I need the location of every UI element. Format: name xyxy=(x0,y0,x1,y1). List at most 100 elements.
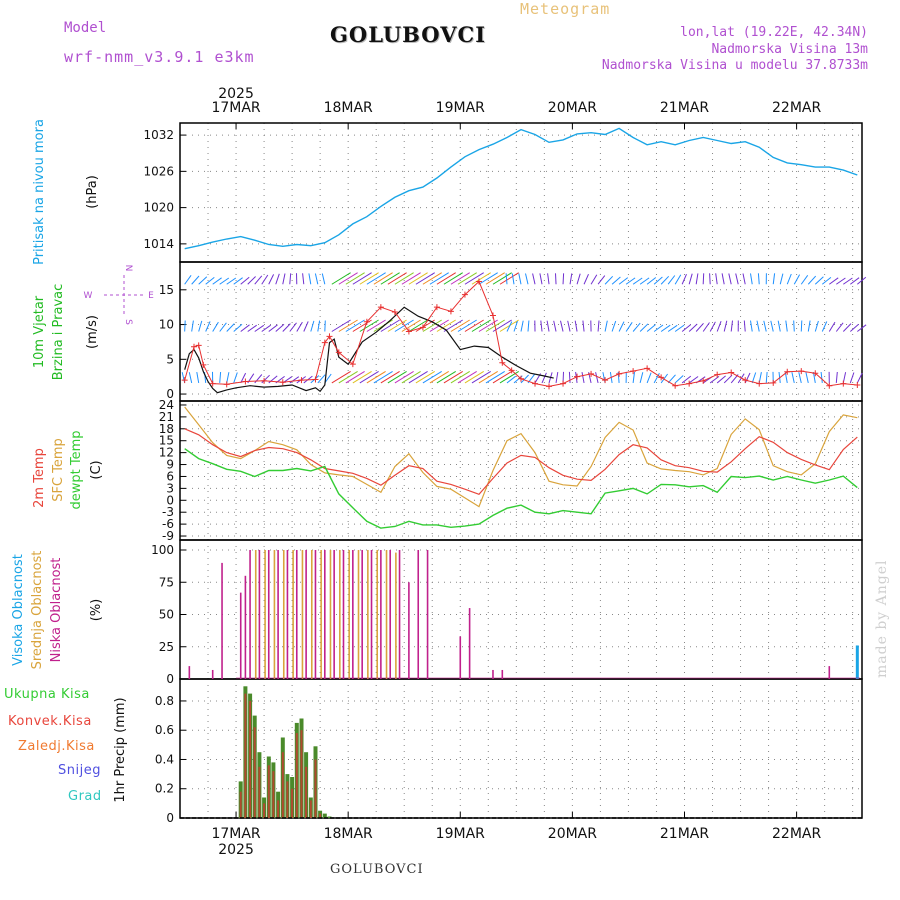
wind-arrow xyxy=(553,320,557,332)
cloud-ylabel: (%) xyxy=(89,599,104,622)
wind-arrow xyxy=(240,372,247,384)
wind-arrows xyxy=(181,272,867,384)
wind-marker xyxy=(195,342,202,349)
wind-arrow xyxy=(303,321,309,332)
wind-arrow xyxy=(422,319,442,332)
wind-arrow xyxy=(338,272,358,285)
temp-ylabel: (C) xyxy=(89,460,104,479)
panel-precip: 0 0.2 0.4 0.6 0.8 xyxy=(155,678,863,825)
wind-arrow xyxy=(191,275,200,285)
wind-arrow xyxy=(450,370,470,384)
wind-arrow xyxy=(653,324,664,332)
wind-arrow xyxy=(366,319,386,332)
wind-title-2: Brzina i Pravac xyxy=(51,284,66,381)
wind-marker xyxy=(742,377,749,384)
wind-arrow xyxy=(254,374,263,384)
wind-arrow xyxy=(618,277,629,285)
wind-arrow xyxy=(331,370,351,384)
wind-arrow xyxy=(716,321,722,332)
wind-arrow xyxy=(569,273,573,285)
wind-arrow xyxy=(829,277,839,285)
bottom-day-label: 19MAR xyxy=(436,826,485,842)
wind-arrow xyxy=(646,324,656,332)
wind-arrow xyxy=(321,273,326,285)
wind-marker xyxy=(377,304,384,311)
wind-arrow xyxy=(233,323,243,332)
precip-legend-4: Grad xyxy=(68,789,102,804)
wind-marker xyxy=(798,368,805,375)
wind-arrow xyxy=(464,370,484,384)
wind-arrow xyxy=(226,323,235,332)
wind-marker xyxy=(349,361,356,368)
wind-marker xyxy=(728,369,735,376)
wind-arrow xyxy=(723,374,733,384)
ytick-label-precip: 0.6 xyxy=(155,723,174,737)
wind-arrow xyxy=(800,275,809,285)
wind-arrow xyxy=(443,319,463,332)
wind-arrow xyxy=(735,273,739,285)
wind-marker xyxy=(532,380,539,387)
wind-arrow xyxy=(302,273,305,285)
wind-marker xyxy=(298,377,305,384)
wind-arrow xyxy=(821,321,828,332)
ytick-label-pressure: 1032 xyxy=(143,128,174,142)
wind-arrow xyxy=(380,272,400,285)
ytick-label-pressure: 1020 xyxy=(143,201,174,215)
wind-arrow xyxy=(688,323,698,332)
wind-arrow xyxy=(289,376,300,384)
wind-arrow xyxy=(240,276,250,285)
wind-marker xyxy=(560,380,567,387)
wind-arrow xyxy=(198,276,208,285)
pressure-line xyxy=(184,127,858,250)
time-axis: 17MAR 17MAR 18MAR 18MAR 19MAR 19MAR 20MAR 20MAR… xyxy=(211,86,821,858)
wind-arrow xyxy=(324,373,332,384)
wind-arrow xyxy=(226,372,230,384)
wind-marker xyxy=(546,383,553,390)
ytick-label-temperature: 12 xyxy=(159,446,174,460)
wind-arrow xyxy=(520,320,524,332)
wind-arrow xyxy=(359,370,379,384)
wind-arrow xyxy=(387,272,407,285)
wind-arrow xyxy=(702,273,705,285)
precip-conv-bar xyxy=(263,803,266,818)
precip-conv-bar xyxy=(281,752,284,818)
wind-arrow xyxy=(857,324,867,332)
ytick-label-wind: 0 xyxy=(166,387,174,401)
cloud-labels: Visoka Oblacnost Srednja Oblacnost Niska O… xyxy=(11,551,104,670)
wind-arrow xyxy=(317,374,326,384)
wind-arrow xyxy=(814,320,819,332)
wind-arrow xyxy=(625,322,633,332)
wind-arrow xyxy=(184,275,192,285)
wind-marker xyxy=(242,378,249,385)
wind-arrow xyxy=(429,272,449,285)
wind-arrow xyxy=(261,374,270,384)
wind-marker xyxy=(508,367,515,374)
ytick-label-temperature: 9 xyxy=(166,458,174,472)
wind-arrow xyxy=(555,372,559,384)
wind-arrow xyxy=(518,273,522,285)
wind-arrow xyxy=(728,273,732,285)
bottom-day-label: 20MAR xyxy=(548,826,597,842)
wind-arrow xyxy=(492,370,512,384)
wind-arrow xyxy=(401,319,421,332)
wind-arrow xyxy=(212,277,222,285)
wind-arrow xyxy=(380,319,400,332)
ytick-label-pressure: 1014 xyxy=(143,237,174,251)
wind-arrow xyxy=(560,320,564,332)
dewpoint-line xyxy=(184,448,858,529)
wind-arrow xyxy=(415,272,435,285)
wind-marker xyxy=(326,333,333,340)
top-year-label: 2025 xyxy=(218,86,254,102)
wind-marker xyxy=(279,379,286,386)
wind-marker xyxy=(686,380,693,387)
precip-bars xyxy=(180,686,862,819)
wind-arrow xyxy=(345,370,365,384)
wind-arrow xyxy=(667,324,678,332)
model-label: Model xyxy=(64,20,107,36)
wind-arrow xyxy=(387,319,407,332)
wind-arrow xyxy=(770,320,774,332)
wind-arrow xyxy=(604,320,608,332)
